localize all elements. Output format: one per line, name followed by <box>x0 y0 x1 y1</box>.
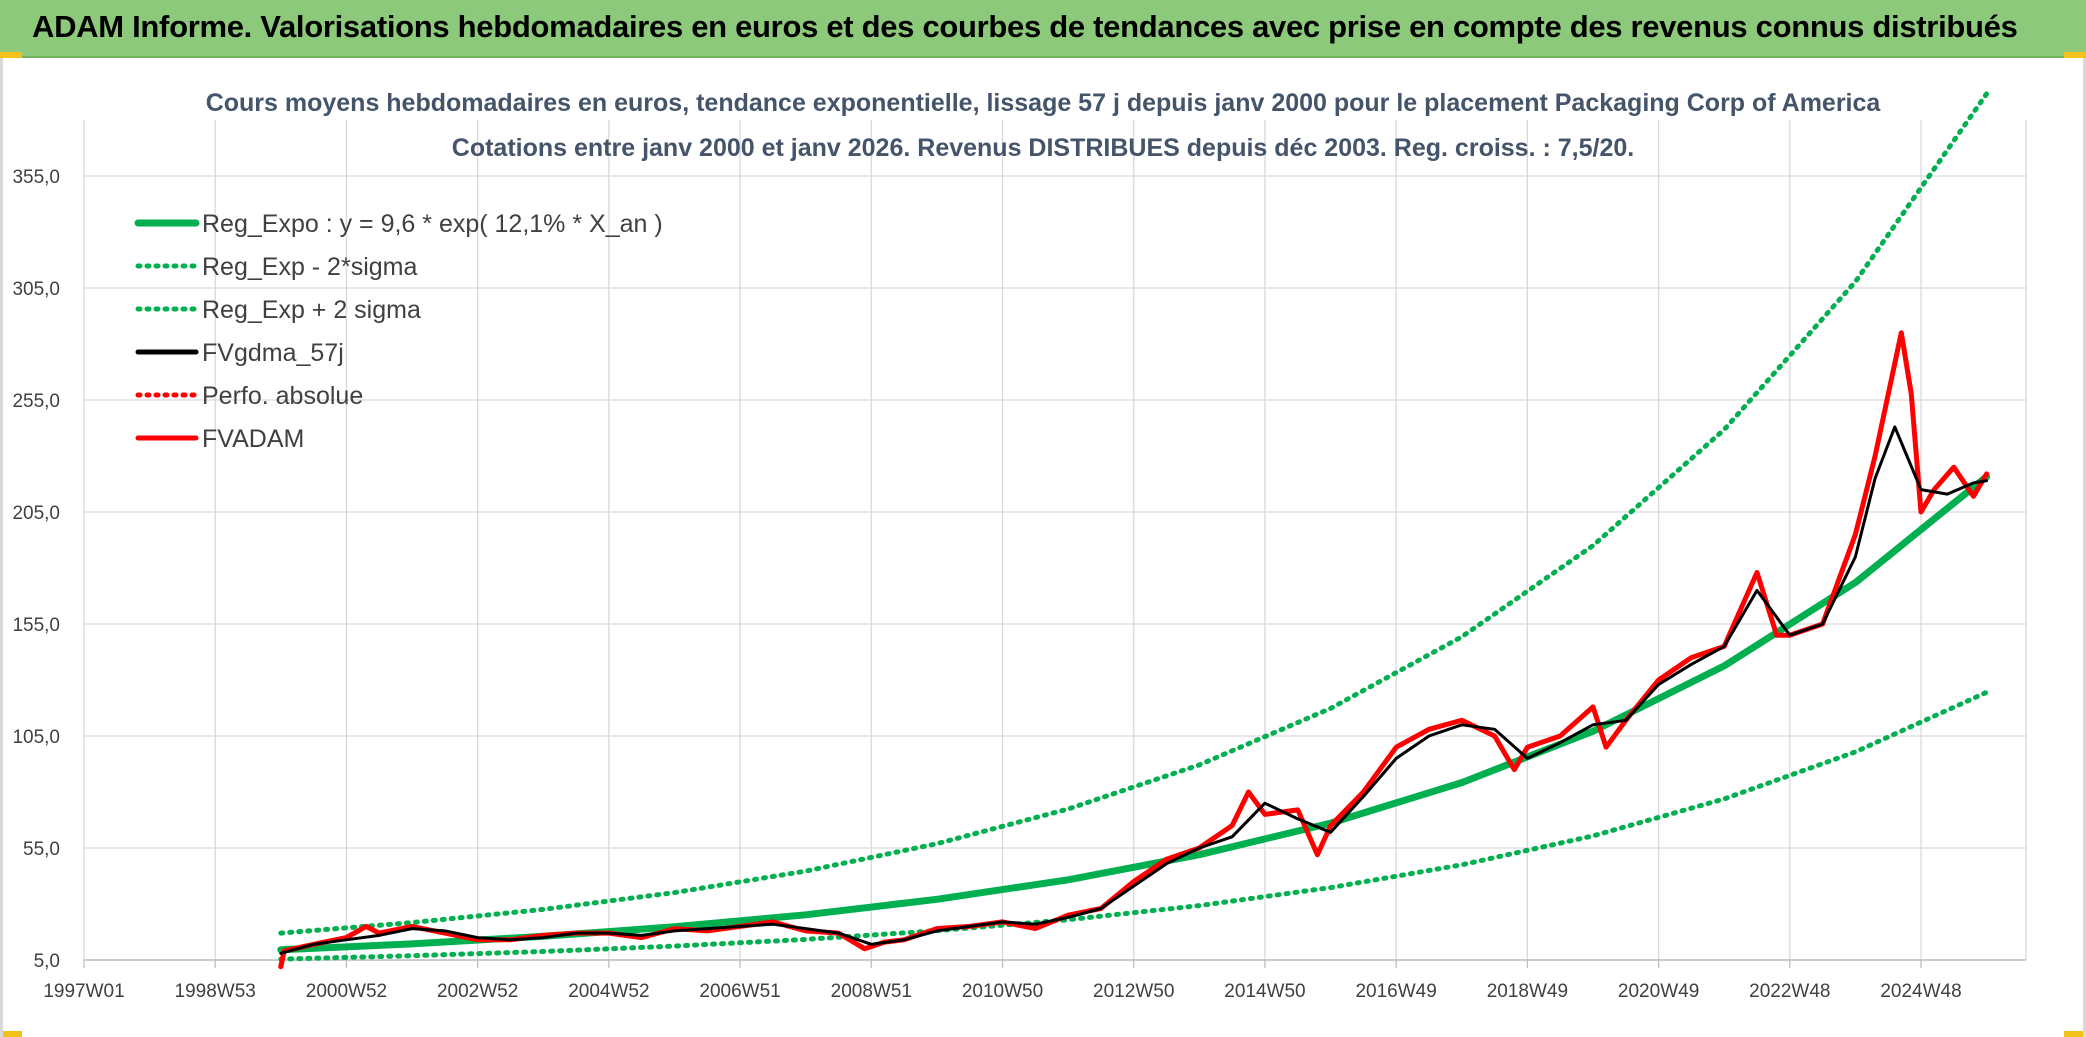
legend-label: Reg_Exp + 2 sigma <box>202 296 421 324</box>
corner-marker <box>2064 1031 2086 1037</box>
legend-label: Perfo. absolue <box>202 382 363 410</box>
frame-border <box>0 58 3 1037</box>
y-tick-label: 255,0 <box>12 391 60 412</box>
x-tick-label: 2022W48 <box>1749 981 1830 1002</box>
report-banner: ADAM Informe. Valorisations hebdomadaire… <box>0 0 2086 58</box>
series-line-3 <box>279 425 1989 955</box>
y-tick-label: 5,0 <box>34 951 60 972</box>
report-title: ADAM Informe. Valorisations hebdomadaire… <box>32 9 2018 44</box>
corner-marker <box>0 1031 22 1037</box>
chart-title-line2: Cotations entre janv 2000 et janv 2026. … <box>452 134 1634 162</box>
legend-label: FVgdma_57j <box>202 339 344 367</box>
x-tick-label: 1998W53 <box>175 981 256 1002</box>
chart-grid <box>83 120 2027 961</box>
chart-title-line1: Cours moyens hebdomadaires en euros, ten… <box>206 89 1882 117</box>
x-tick-label: 2024W48 <box>1880 981 1961 1002</box>
series-line-1 <box>278 689 1990 962</box>
chart-legend: Reg_Expo : y = 9,6 * exp( 12,1% * X_an )… <box>134 210 663 453</box>
x-tick-label: 2020W49 <box>1618 981 1699 1002</box>
y-tick-label: 55,0 <box>23 839 60 860</box>
x-tick-label: 2018W49 <box>1487 981 1568 1002</box>
x-tick-label: 2000W52 <box>306 981 387 1002</box>
y-tick-label: 305,0 <box>12 279 60 300</box>
x-tick-label: 2008W51 <box>831 981 912 1002</box>
y-tick-label: 155,0 <box>12 615 60 636</box>
y-tick-label: 355,0 <box>12 167 60 188</box>
y-tick-label: 105,0 <box>12 727 60 748</box>
chart-axes: 5,0 55,0 105,0 155,0 205,0 255,0 305,0 355,0 199… <box>12 167 2026 1002</box>
x-tick-label: 2006W51 <box>699 981 780 1002</box>
x-tick-label: 2016W49 <box>1355 981 1436 1002</box>
corner-marker <box>0 52 22 58</box>
x-tick-label: 2002W52 <box>437 981 518 1002</box>
legend-label: Reg_Expo : y = 9,6 * exp( 12,1% * X_an ) <box>202 210 663 238</box>
chart-series <box>277 91 1991 970</box>
x-tick-label: 2014W50 <box>1224 981 1305 1002</box>
legend-label: Reg_Exp - 2*sigma <box>202 253 417 281</box>
series-line-2 <box>278 91 1990 936</box>
y-tick-label: 205,0 <box>12 503 60 524</box>
corner-marker <box>2064 52 2086 58</box>
x-tick-label: 1997W01 <box>43 981 124 1002</box>
frame-border <box>2083 58 2086 1037</box>
x-tick-label: 2004W52 <box>568 981 649 1002</box>
legend-label: FVADAM <box>202 425 304 453</box>
x-tick-label: 2012W50 <box>1093 981 1174 1002</box>
x-tick-label: 2010W50 <box>962 981 1043 1002</box>
